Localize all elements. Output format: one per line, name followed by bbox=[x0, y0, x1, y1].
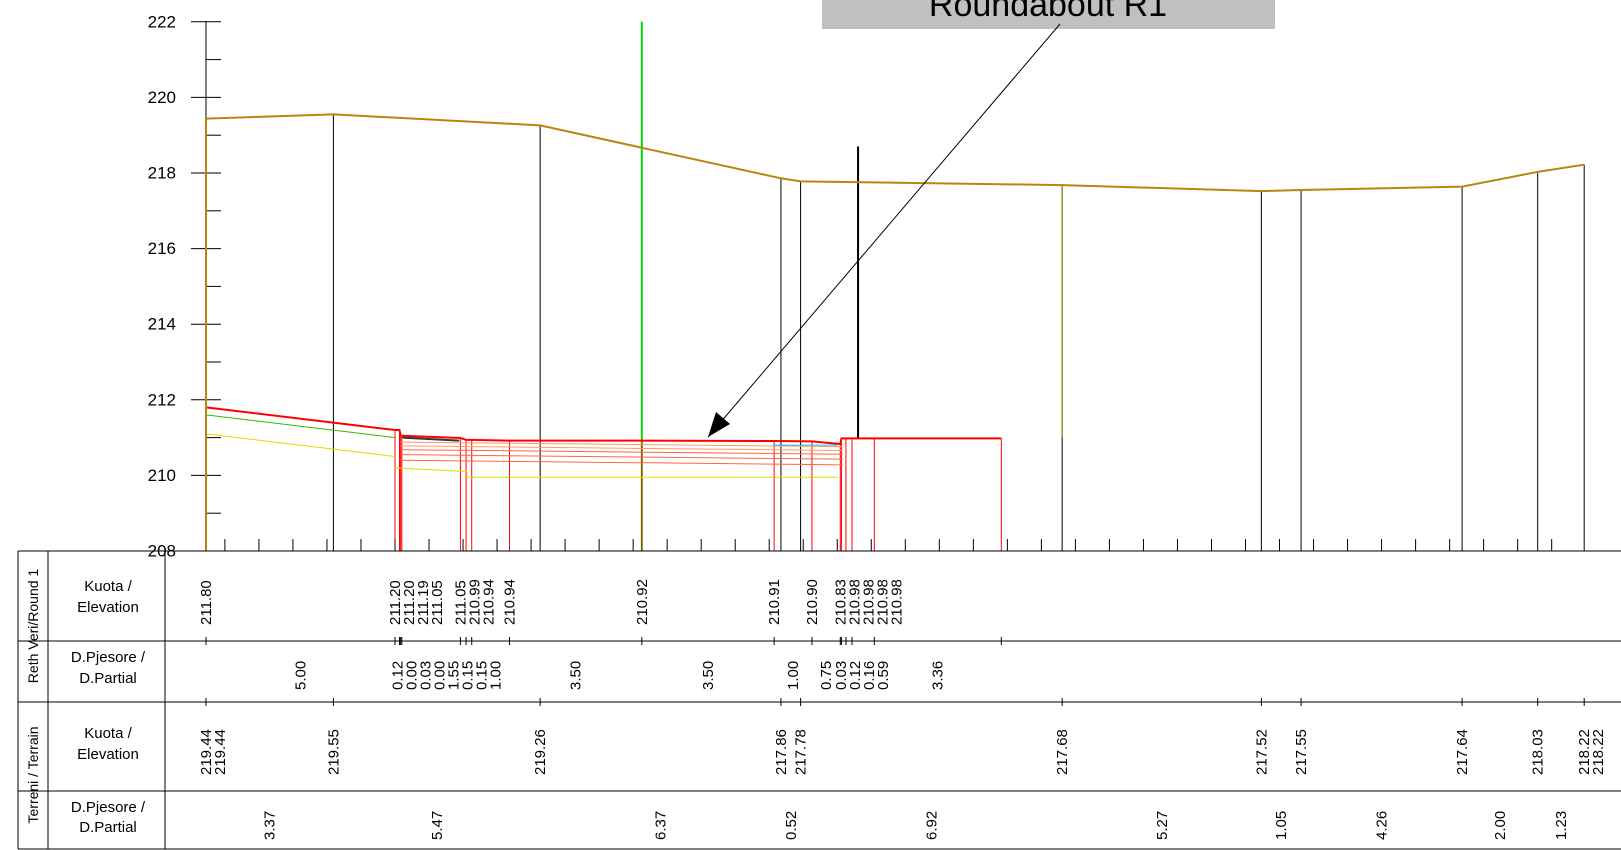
y-tick-label: 216 bbox=[148, 239, 176, 258]
road-elevation-value: 210.94 bbox=[480, 579, 497, 625]
road-partial-value: 0.12 bbox=[389, 661, 406, 690]
road-elevation-value: 210.91 bbox=[766, 579, 783, 625]
road-elevation-value: 211.20 bbox=[401, 580, 418, 625]
road-elevation-value: 210.98 bbox=[846, 579, 863, 625]
terrain-partial-value: 2.00 bbox=[1492, 811, 1509, 840]
road-partial-value: 3.50 bbox=[700, 661, 717, 690]
road-partial-value: 0.75 bbox=[818, 661, 835, 690]
terrain-elevation-value: 217.55 bbox=[1293, 729, 1310, 775]
road-elevation-value: 210.98 bbox=[874, 579, 891, 625]
pavement-layer-line bbox=[400, 454, 843, 460]
road-elevation-value: 211.19 bbox=[415, 580, 432, 625]
terrain-partial-label-1: D.Pjesore / bbox=[71, 799, 146, 816]
y-tick-label: 210 bbox=[148, 466, 176, 485]
profile-lines bbox=[205, 21, 1585, 551]
terrain-elevation-value: 219.26 bbox=[532, 729, 549, 775]
road-elevation-value: 211.05 bbox=[452, 580, 469, 625]
terrain-elevation-label-2: Elevation bbox=[77, 746, 139, 763]
road-partial-value: 0.00 bbox=[403, 661, 420, 690]
callout-box bbox=[822, 0, 1275, 29]
terrain-elevation-value: 218.22 bbox=[1576, 729, 1593, 775]
road-partial-label-2: D.Partial bbox=[79, 670, 137, 687]
green-subbase-line bbox=[205, 414, 396, 439]
band-label-terrain: Terreni / Terrain bbox=[25, 726, 41, 823]
terrain-elevation-value: 217.86 bbox=[773, 729, 790, 775]
terrain-elevation-value: 219.55 bbox=[325, 729, 342, 775]
road-elevation-value: 210.98 bbox=[860, 579, 877, 625]
pavement-layer-line bbox=[400, 449, 843, 455]
road-elevation-value: 211.20 bbox=[387, 580, 404, 625]
road-partial-value: 1.55 bbox=[445, 661, 462, 690]
road-elevation-label-1: Kuota / bbox=[84, 578, 132, 595]
yellow-base-line bbox=[205, 433, 396, 457]
terrain-elevation-label-1: Kuota / bbox=[84, 725, 132, 742]
road-partial-value: 0.00 bbox=[431, 661, 448, 690]
road-partial-value: 0.16 bbox=[861, 661, 878, 690]
pavement-layer-line bbox=[400, 441, 843, 448]
terrain-elevation-value: 219.44 bbox=[212, 729, 229, 775]
terrain-partial-value: 6.92 bbox=[923, 811, 940, 840]
pavement-layer-line bbox=[400, 459, 843, 466]
terrain-partial-value: 1.23 bbox=[1553, 811, 1570, 840]
road-elevation-value: 210.98 bbox=[888, 579, 905, 625]
road-partial-value: 1.00 bbox=[785, 661, 802, 690]
terrain-elevation-value: 219.44 bbox=[198, 729, 215, 775]
terrain-line bbox=[205, 113, 1585, 193]
terrain-elevation-value: 218.03 bbox=[1530, 729, 1547, 775]
road-elevation-value: 210.94 bbox=[502, 579, 519, 625]
terrain-partial-value: 5.27 bbox=[1154, 811, 1171, 840]
road-elevation-label-2: Elevation bbox=[77, 599, 139, 616]
road-surface-line bbox=[205, 406, 1002, 446]
road-elevation-value: 210.92 bbox=[634, 579, 651, 625]
terrain-elevation-value: 217.52 bbox=[1253, 729, 1270, 775]
road-partial-value: 3.36 bbox=[929, 661, 946, 690]
terrain-elevation-value: 217.64 bbox=[1454, 729, 1471, 775]
road-elevation-value: 210.83 bbox=[832, 579, 849, 625]
terrain-elevation-value: 218.22 bbox=[1590, 729, 1607, 775]
table-station-marks bbox=[205, 637, 1585, 706]
road-partial-value: 0.03 bbox=[833, 661, 850, 690]
terrain-partial-label-2: D.Partial bbox=[79, 819, 137, 836]
y-tick-label: 220 bbox=[148, 88, 176, 107]
table-grid bbox=[17, 550, 1621, 850]
road-elevation-value: 210.90 bbox=[804, 579, 821, 625]
terrain-partial-value: 3.37 bbox=[262, 811, 279, 840]
y-tick-label: 212 bbox=[148, 390, 176, 409]
road-partial-value: 0.03 bbox=[417, 661, 434, 690]
terrain-partial-value: 0.52 bbox=[783, 811, 800, 840]
road-partial-label-1: D.Pjesore / bbox=[71, 649, 146, 666]
road-partial-value: 0.59 bbox=[875, 661, 892, 690]
callout-text: Roundabout R1 bbox=[929, 0, 1167, 24]
y-tick-label: 214 bbox=[148, 315, 176, 334]
road-elevation-value: 211.05 bbox=[429, 580, 446, 625]
road-elevation-value: 211.80 bbox=[198, 580, 215, 625]
terrain-partial-value: 6.37 bbox=[653, 811, 670, 840]
terrain-partial-value: 1.05 bbox=[1273, 811, 1290, 840]
band-label-road: Reth Veri/Round 1 bbox=[25, 569, 41, 684]
y-tick-label: 218 bbox=[148, 164, 176, 183]
curb-line bbox=[402, 436, 460, 442]
yellow-base-line-2 bbox=[394, 467, 838, 478]
callout-arrow bbox=[707, 23, 1061, 438]
road-elevation-value: 210.99 bbox=[466, 579, 483, 625]
road-partial-value: 3.50 bbox=[568, 661, 585, 690]
road-partial-value: 0.15 bbox=[473, 661, 490, 690]
road-partial-value: 0.12 bbox=[847, 661, 864, 690]
terrain-elevation-value: 217.78 bbox=[793, 729, 810, 775]
road-partial-value: 0.15 bbox=[459, 661, 476, 690]
terrain-partial-value: 4.26 bbox=[1374, 811, 1391, 840]
road-partial-value: 1.00 bbox=[487, 661, 504, 690]
pavement-layer-line bbox=[400, 445, 843, 451]
road-partial-value: 5.00 bbox=[293, 661, 310, 690]
y-tick-label: 222 bbox=[148, 12, 176, 31]
terrain-partial-value: 5.47 bbox=[429, 811, 446, 840]
terrain-elevation-value: 217.68 bbox=[1054, 729, 1071, 775]
